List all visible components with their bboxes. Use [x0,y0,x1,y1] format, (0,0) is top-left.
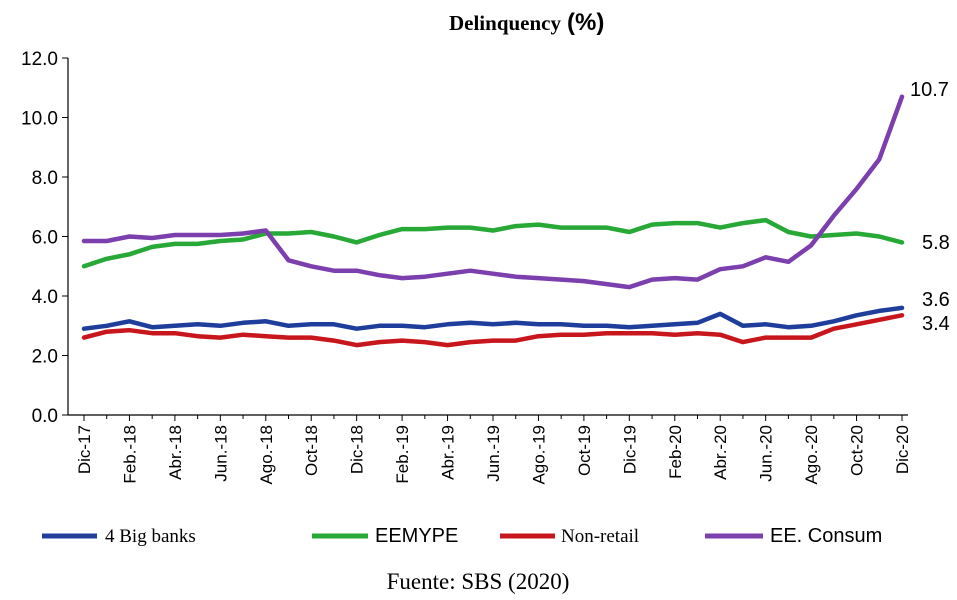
legend-label-non-retail: Non-retail [561,526,639,547]
y-tick-label: 4.0 [32,287,58,308]
x-tick-label: Ago.-19 [529,425,548,485]
series-line-ee-consum [81,94,905,290]
x-tick-label: Jun.-19 [484,425,503,482]
x-tick-label: Dic-17 [75,425,94,474]
x-tick-label: Oct-18 [302,425,321,476]
x-tick-labels: Dic-17 Feb.-18 Abr.-18 Jun.-18 Ago.-18 Oct-18… [75,415,912,485]
x-tick-label: Feb.-19 [393,425,412,484]
y-tick-label: 2.0 [32,347,58,368]
chart-title: Delinquency [449,11,562,35]
legend-label-eemype: EEMYPE [375,525,458,547]
x-tick-label: Dic-20 [893,425,912,474]
legend: 4 Big banks EEMYPE Non-retail EE. Consum [42,525,882,547]
end-label-ee-consum: 10.7 [910,79,949,101]
x-tick-label: Feb.-18 [120,425,139,484]
legend-label-4-big-banks: 4 Big banks [105,526,196,547]
y-tick-label: 6.0 [32,228,58,249]
y-tick-label: 12.0 [21,49,58,70]
chart-title-unit: (%) [567,9,604,36]
legend-label-ee-consum: EE. Consum [770,525,882,547]
series-line-4-big-banks [81,305,905,331]
x-tick-label: Oct-20 [848,425,867,476]
x-tick-label: Dic-18 [348,425,367,474]
x-tick-label: Dic-19 [620,425,639,474]
end-label-non-retail: 3.4 [922,313,950,335]
series-line-non-retail [81,313,905,348]
x-tick-label: Jun.-20 [757,425,776,482]
x-tick-label: Abr.-18 [166,425,185,480]
chart-title-text: Delinquency [449,11,562,35]
source-note: Fuente: SBS (2020) [387,569,570,594]
y-tick-label: 0.0 [32,406,58,427]
y-tick-label: 10.0 [21,109,58,130]
y-tick-label: 8.0 [32,168,58,189]
x-tick-label: Ago.-20 [802,425,821,485]
x-tick-label: Feb-20 [666,425,685,479]
x-tick-label: Abr.-20 [711,425,730,480]
x-tick-label: Ago.-18 [257,425,276,485]
x-tick-label: Abr.-19 [439,425,458,480]
x-tick-label: Jun.-18 [211,425,230,482]
end-label-eemype: 5.8 [922,232,950,254]
y-tick-labels: 0.0 2.0 4.0 6.0 8.0 10.0 12.0 [21,49,68,427]
end-label-4-big-banks: 3.6 [922,289,950,311]
series-lines [81,94,905,348]
x-tick-label: Oct-19 [575,425,594,476]
series-line-eemype [81,217,905,269]
